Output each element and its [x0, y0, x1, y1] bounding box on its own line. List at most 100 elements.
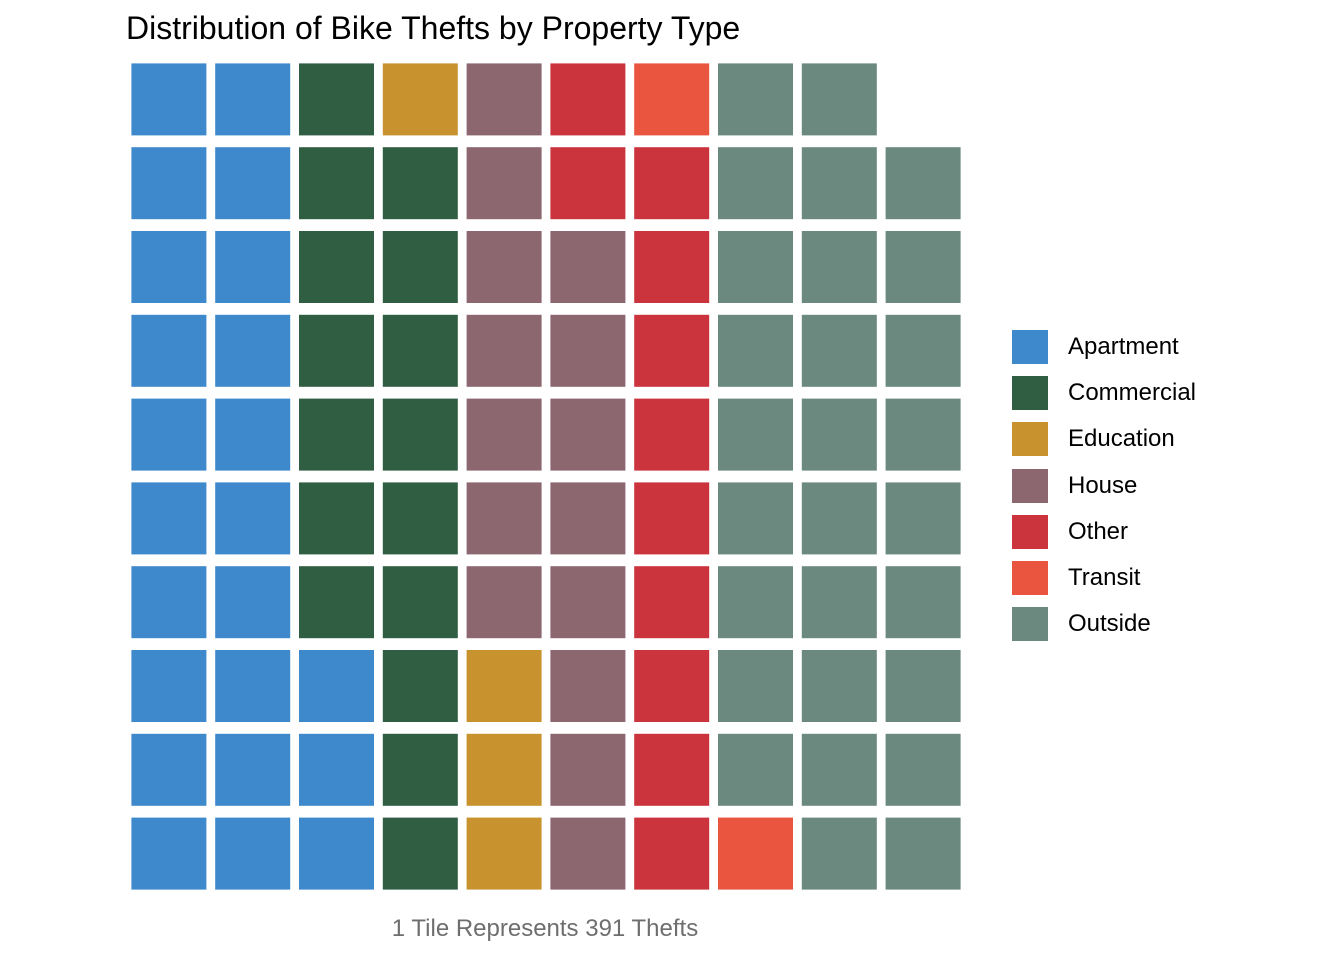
legend-item-other: Other: [1012, 509, 1196, 555]
tile-commercial: [299, 398, 374, 471]
tile-house: [550, 398, 626, 471]
tile-house: [466, 398, 542, 471]
tile-outside: [718, 650, 793, 722]
tile-outside: [801, 817, 877, 890]
legend-item-commercial: Commercial: [1012, 370, 1196, 416]
tile-commercial: [299, 147, 374, 220]
chart-title: Distribution of Bike Thefts by Property …: [126, 10, 741, 46]
tile-other: [550, 147, 626, 220]
tile-outside: [885, 733, 961, 806]
tile-house: [550, 482, 626, 555]
tile-outside: [718, 398, 793, 471]
tile-apartment: [215, 63, 291, 136]
tile-outside: [718, 566, 793, 639]
tile-house: [550, 566, 626, 639]
tile-outside: [801, 231, 877, 303]
tile-education: [466, 733, 542, 806]
legend-item-outside: Outside: [1012, 601, 1196, 647]
tile-transit: [634, 63, 710, 136]
tile-house: [550, 650, 626, 722]
chart-caption: 1 Tile Represents 391 Thefts: [391, 915, 699, 942]
tile-commercial: [299, 314, 374, 387]
tile-apartment: [299, 650, 374, 722]
legend-label: Apartment: [1068, 333, 1179, 361]
legend-swatch: [1012, 376, 1048, 411]
tile-apartment: [131, 482, 207, 555]
tile-apartment: [131, 733, 207, 806]
tile-outside: [801, 566, 877, 639]
tile-outside: [718, 733, 793, 806]
legend-label: Outside: [1068, 610, 1151, 638]
tile-apartment: [215, 147, 291, 220]
tile-commercial: [382, 482, 458, 555]
legend-swatch: [1012, 422, 1048, 457]
legend-swatch: [1012, 607, 1048, 642]
legend-swatch: [1012, 561, 1048, 596]
legend-swatch: [1012, 514, 1048, 549]
tile-outside: [885, 398, 961, 471]
tile-commercial: [382, 147, 458, 220]
tile-other: [634, 733, 710, 806]
legend-label: Commercial: [1068, 379, 1197, 407]
tile-house: [550, 817, 626, 890]
tile-outside: [718, 314, 793, 387]
tile-other: [634, 482, 710, 555]
tile-outside: [885, 482, 961, 555]
tile-house: [466, 566, 542, 639]
tile-education: [382, 63, 458, 136]
tile-other: [550, 63, 626, 136]
tile-apartment: [299, 817, 374, 890]
legend-swatch: [1012, 330, 1048, 365]
tile-transit: [718, 817, 793, 890]
tile-other: [634, 231, 710, 303]
tile-apartment: [131, 817, 207, 890]
tile-other: [634, 566, 710, 639]
tile-outside: [885, 566, 961, 639]
legend-item-education: Education: [1012, 416, 1196, 462]
legend-label: Other: [1068, 517, 1129, 545]
tile-apartment: [131, 566, 207, 639]
tile-outside: [801, 147, 877, 220]
tile-outside: [801, 733, 877, 806]
legend-item-house: House: [1012, 463, 1196, 509]
legend: Apartment Commercial Education House Other Tr…: [1012, 324, 1196, 647]
tile-apartment: [215, 650, 291, 722]
tile-house: [466, 482, 542, 555]
tile-commercial: [382, 817, 458, 890]
tile-apartment: [215, 314, 291, 387]
tile-apartment: [215, 817, 291, 890]
tile-outside: [801, 482, 877, 555]
tile-commercial: [382, 314, 458, 387]
tile-commercial: [299, 63, 374, 136]
tile-outside: [718, 482, 793, 555]
tile-outside: [718, 231, 793, 303]
tile-outside: [801, 650, 877, 722]
tile-education: [466, 650, 542, 722]
tile-apartment: [131, 650, 207, 722]
tile-other: [634, 398, 710, 471]
tile-apartment: [215, 566, 291, 639]
tile-apartment: [215, 482, 291, 555]
tile-house: [550, 314, 626, 387]
tile-house: [466, 314, 542, 387]
tile-commercial: [299, 231, 374, 303]
tile-education: [466, 817, 542, 890]
tile-outside: [718, 63, 793, 136]
tile-house: [466, 147, 542, 220]
tile-outside: [801, 314, 877, 387]
tile-outside: [885, 231, 961, 303]
tile-outside: [885, 147, 961, 220]
legend-label: House: [1068, 471, 1138, 499]
tile-apartment: [215, 398, 291, 471]
tile-outside: [801, 398, 877, 471]
tile-outside: [885, 650, 961, 722]
tile-commercial: [382, 733, 458, 806]
tile-apartment: [215, 733, 291, 806]
tile-other: [634, 314, 710, 387]
tile-other: [634, 650, 710, 722]
tile-apartment: [131, 231, 207, 303]
tile-commercial: [382, 398, 458, 471]
tile-commercial: [382, 650, 458, 722]
legend-item-transit: Transit: [1012, 555, 1196, 601]
